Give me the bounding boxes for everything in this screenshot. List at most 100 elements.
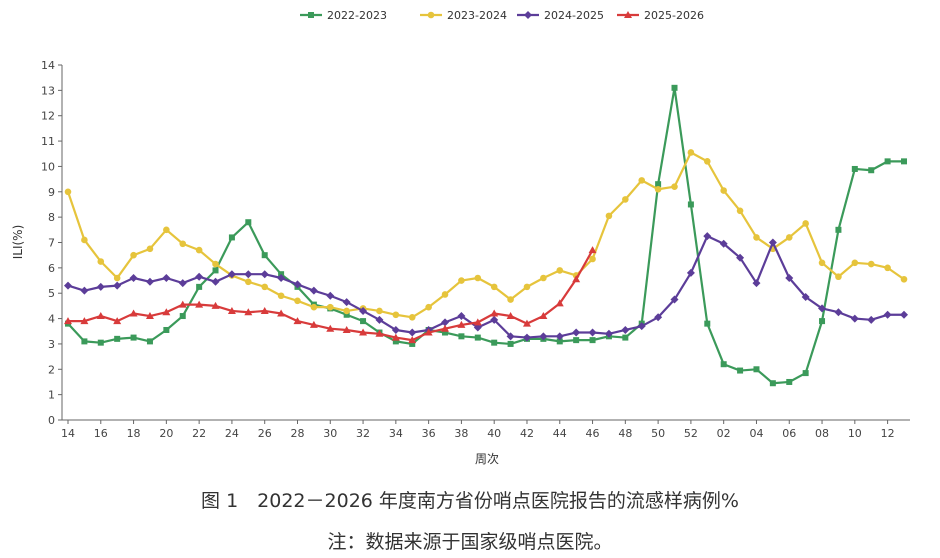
data-point [851,259,859,267]
data-point [523,283,531,291]
data-point [359,306,368,315]
data-point [491,339,498,346]
data-point [883,310,892,319]
x-tick-label: 46 [586,427,600,440]
series-line [66,151,905,319]
data-point [720,187,727,194]
x-tick-label: 12 [881,427,895,440]
data-point [195,246,203,254]
data-point [277,309,286,317]
data-point [507,296,514,303]
x-tick-label: 14 [61,427,75,440]
data-point [868,167,875,174]
data-point [704,320,711,327]
data-point [720,361,727,368]
data-point [671,84,678,91]
data-point [343,307,350,315]
data-point [392,338,399,345]
x-tick-label: 34 [389,427,403,440]
x-tick-label: 04 [749,427,763,440]
data-point [555,299,564,307]
x-tick-label: 28 [290,427,304,440]
data-point [588,328,597,337]
legend-marker-triangle [624,11,632,18]
y-tick-label: 2 [48,363,55,376]
data-point [228,234,235,241]
data-point [687,149,695,156]
data-point [376,307,383,315]
data-point [604,329,613,338]
x-tick-label: 22 [192,427,206,440]
data-point [162,308,171,316]
data-point [555,332,564,341]
y-tick-label: 12 [41,110,55,123]
data-point [130,334,137,341]
y-tick-label: 6 [48,262,55,275]
data-point [474,334,481,341]
data-point [622,196,629,203]
data-point [260,270,269,279]
y-tick-label: 1 [48,389,55,402]
data-point [441,324,450,332]
legend-label: 2025-2026 [644,9,704,22]
x-tick-label: 26 [258,427,272,440]
data-point [490,315,499,324]
data-point [244,270,253,279]
legend-label: 2024-2025 [544,9,604,22]
y-tick-label: 0 [48,414,55,427]
data-point [261,252,268,259]
data-point [163,326,170,333]
data-point [425,303,432,311]
data-point [819,318,826,325]
data-point [753,366,760,373]
data-point [490,309,499,317]
data-point [703,232,712,241]
x-tick-label: 38 [454,427,468,440]
data-point [392,311,400,319]
data-point [834,308,843,317]
data-point [884,158,891,165]
data-point [309,286,318,295]
x-tick-label: 48 [618,427,632,440]
data-point [801,293,810,302]
data-point [884,264,891,272]
x-tick-label: 44 [553,427,567,440]
data-point [802,220,809,227]
data-point [588,246,597,254]
series-2023-2024 [64,149,908,321]
data-point [309,320,318,328]
data-point [97,258,105,265]
x-tick-label: 18 [127,427,141,440]
data-point [835,273,842,281]
data-point [342,325,351,333]
data-point [900,310,908,319]
data-point [359,328,368,336]
legend: 2022-2023 2023-2024 2024-2025 2025-2026 [300,9,704,22]
x-axis-label: 周次 [475,452,499,466]
data-point [145,277,154,286]
data-point [375,315,384,324]
data-point [294,297,301,305]
data-point [737,367,744,374]
x-tick-label: 08 [815,427,829,440]
data-point [785,234,793,241]
data-point [293,280,302,289]
data-point [769,380,776,387]
data-point [719,239,728,248]
series-2025-2026 [64,246,597,344]
data-point [605,212,613,220]
data-point [654,185,662,193]
data-point [277,292,285,300]
data-point [195,300,204,308]
data-point [80,317,89,325]
data-point [474,274,482,282]
data-point [96,282,105,291]
data-point [227,306,236,314]
data-point [64,188,72,196]
x-tick-label: 06 [782,427,796,440]
data-point [785,274,794,282]
data-point [163,226,170,234]
x-tick-label: 02 [717,427,731,440]
data-point [573,337,580,344]
